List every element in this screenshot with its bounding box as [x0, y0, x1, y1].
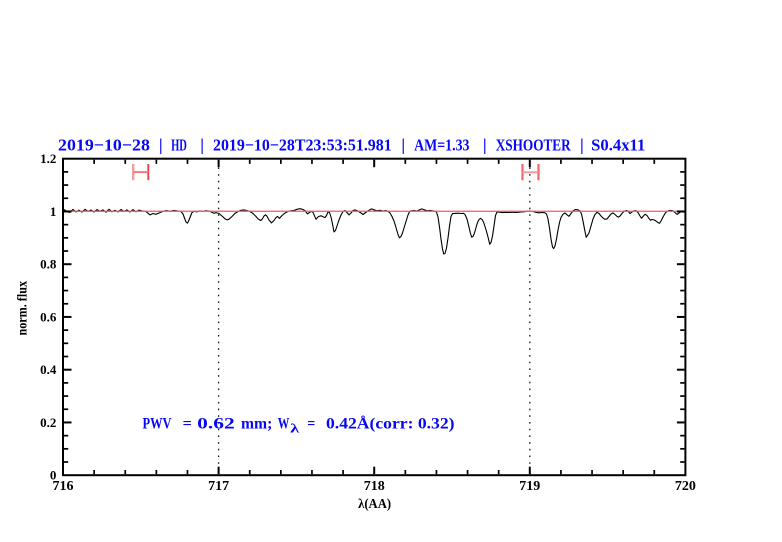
- svg-text:|: |: [483, 136, 487, 155]
- svg-text:|: |: [580, 136, 584, 155]
- svg-text:mm;: mm;: [241, 413, 272, 432]
- svg-text:λ(AA): λ(AA): [358, 497, 391, 512]
- svg-text:1.2: 1.2: [40, 151, 56, 166]
- svg-text:717: 717: [208, 479, 229, 494]
- svg-text:W: W: [278, 413, 290, 432]
- svg-text:0.4: 0.4: [40, 362, 57, 377]
- svg-text:718: 718: [364, 479, 385, 494]
- svg-text:λ: λ: [290, 421, 300, 435]
- svg-text:|: |: [159, 136, 163, 155]
- svg-text:0.6: 0.6: [40, 309, 57, 324]
- svg-text:716: 716: [53, 479, 74, 494]
- svg-text:|: |: [200, 136, 204, 155]
- svg-text:0.62: 0.62: [197, 413, 235, 432]
- svg-text:=: =: [183, 413, 192, 432]
- svg-text:AM=1.33: AM=1.33: [414, 136, 469, 155]
- svg-text:0.42Å(corr: 0.32): 0.42Å(corr: 0.32): [326, 413, 455, 432]
- svg-text:1: 1: [50, 204, 57, 219]
- svg-text:720: 720: [675, 479, 696, 494]
- svg-text:0.8: 0.8: [40, 257, 57, 272]
- svg-text:719: 719: [519, 479, 540, 494]
- svg-text:2019−10−28T23:53:51.981: 2019−10−28T23:53:51.981: [213, 136, 392, 155]
- svg-text:norm. flux: norm. flux: [15, 281, 30, 336]
- svg-text:=: =: [307, 413, 315, 432]
- svg-text:2019−10−28: 2019−10−28: [58, 136, 150, 155]
- svg-text:0: 0: [50, 468, 57, 483]
- svg-text:S0.4x11: S0.4x11: [591, 136, 645, 155]
- svg-text:XSHOOTER: XSHOOTER: [496, 136, 572, 155]
- svg-text:0.2: 0.2: [40, 415, 56, 430]
- svg-text:PWV: PWV: [143, 413, 172, 432]
- svg-text:|: |: [401, 136, 405, 155]
- svg-text:HD: HD: [171, 136, 187, 155]
